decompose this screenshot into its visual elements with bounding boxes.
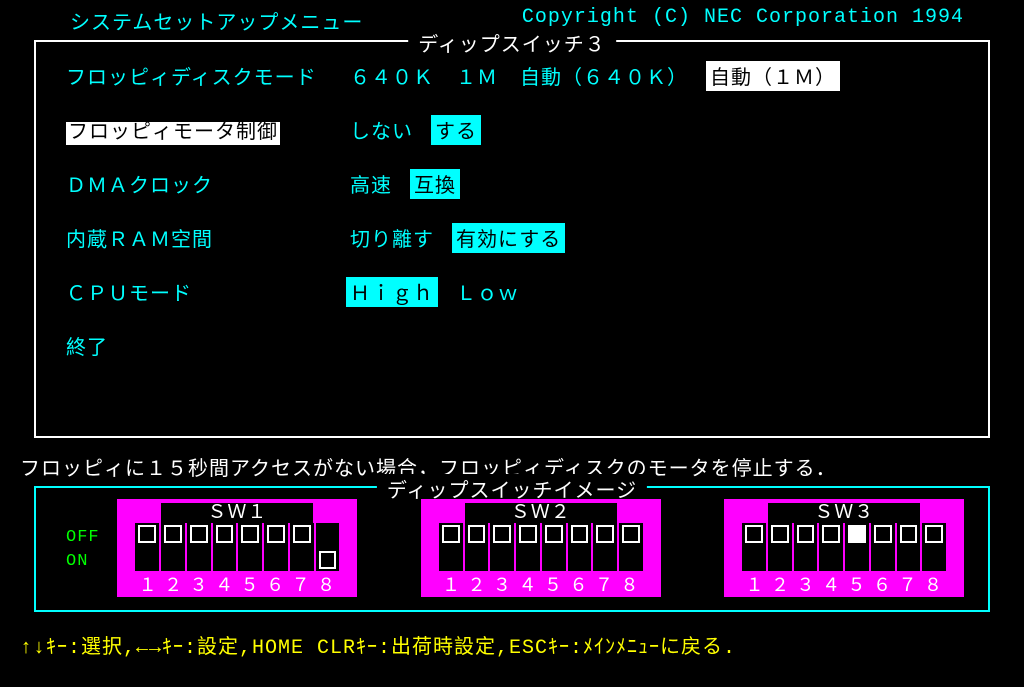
on-label: ON xyxy=(66,550,100,574)
switch xyxy=(161,523,187,571)
option[interactable]: 自動（６４０Ｋ） xyxy=(516,61,692,91)
switch xyxy=(593,523,619,571)
switch-number: ３ xyxy=(793,571,819,597)
switch xyxy=(238,523,264,571)
switch xyxy=(819,523,845,571)
setting-label[interactable]: フロッピィモータ制御 xyxy=(66,122,280,145)
setting-options: 切り離す有効にする xyxy=(346,223,579,253)
switch-number: ２ xyxy=(768,571,794,597)
switch xyxy=(922,523,946,571)
panel-title: ディップスイッチ３ xyxy=(408,28,616,58)
switch-number: １ xyxy=(439,571,465,597)
switch-number: ６ xyxy=(566,571,592,597)
option[interactable]: Ｈｉｇｈ xyxy=(346,277,438,307)
setting-row[interactable]: ＤＭＡクロック 高速互換 xyxy=(66,170,958,198)
switch-number: ７ xyxy=(592,571,618,597)
setting-options: しないする xyxy=(346,115,495,145)
dip-block-name: ＳＷ２ xyxy=(465,503,617,523)
option[interactable]: Ｌｏｗ xyxy=(452,277,523,307)
setting-label[interactable]: 終了 xyxy=(66,338,108,361)
switch-number: ８ xyxy=(617,571,643,597)
dipswitch-panel: ディップスイッチ３ フロッピィディスクモード６４０Ｋ１Ｍ自動（６４０Ｋ）自動（１… xyxy=(34,40,990,438)
dip-block-name: ＳＷ３ xyxy=(768,503,920,523)
switch-slots xyxy=(439,523,643,571)
switch-number: １ xyxy=(742,571,768,597)
option[interactable]: する xyxy=(431,115,481,145)
setting-label[interactable]: ＣＰＵモード xyxy=(66,284,192,307)
switch xyxy=(465,523,491,571)
setting-label[interactable]: ＤＭＡクロック xyxy=(66,176,213,199)
option[interactable]: 互換 xyxy=(410,169,460,199)
switch xyxy=(742,523,768,571)
switch xyxy=(213,523,239,571)
switch-number: ２ xyxy=(161,571,187,597)
switch-number: ５ xyxy=(541,571,567,597)
switch-number: ５ xyxy=(844,571,870,597)
switch-number: ３ xyxy=(186,571,212,597)
switch-number: ８ xyxy=(921,571,947,597)
switch-numbers: １２３４５６７８ xyxy=(439,571,643,597)
switch-slots xyxy=(742,523,946,571)
switch-number: １ xyxy=(135,571,161,597)
switch xyxy=(516,523,542,571)
switch xyxy=(264,523,290,571)
option[interactable]: 有効にする xyxy=(452,223,565,253)
setting-row[interactable]: フロッピィディスクモード ６４０Ｋ １Ｍ 自動（６４０Ｋ） 自動（１Ｍ） xyxy=(66,62,958,90)
off-on-labels: OFF ON xyxy=(66,526,100,574)
switch xyxy=(871,523,897,571)
switch-number: ５ xyxy=(237,571,263,597)
switch-slots xyxy=(135,523,339,571)
option[interactable]: 高速 xyxy=(346,169,396,199)
switch xyxy=(568,523,594,571)
switch-numbers: １２３４５６７８ xyxy=(135,571,339,597)
switch-number: ８ xyxy=(314,571,340,597)
setting-options: ６４０Ｋ １Ｍ 自動（６４０Ｋ） 自動（１Ｍ） xyxy=(346,61,854,91)
switch xyxy=(439,523,465,571)
switch xyxy=(135,523,161,571)
option[interactable]: 自動（１Ｍ） xyxy=(706,61,840,91)
option[interactable]: 切り離す xyxy=(346,223,438,253)
dip-switch-block: ＳＷ１ １２３４５６７８ xyxy=(117,499,357,597)
switch xyxy=(619,523,643,571)
switch xyxy=(794,523,820,571)
option[interactable]: １Ｍ xyxy=(452,61,502,91)
switch-number: ４ xyxy=(515,571,541,597)
switch-number: ６ xyxy=(870,571,896,597)
setting-row[interactable]: ＣＰＵモード Ｈｉｇｈ Ｌｏｗ xyxy=(66,278,958,306)
setting-row[interactable]: 内蔵ＲＡＭ空間 切り離す有効にする xyxy=(66,224,958,252)
switch xyxy=(490,523,516,571)
switch xyxy=(897,523,923,571)
switch-numbers: １２３４５６７８ xyxy=(742,571,946,597)
setting-row[interactable]: フロッピィモータ制御 しないする xyxy=(66,116,958,144)
switch xyxy=(187,523,213,571)
switch-number: ４ xyxy=(819,571,845,597)
option[interactable]: ６４０Ｋ xyxy=(346,61,438,91)
setting-options: Ｈｉｇｈ Ｌｏｗ xyxy=(346,277,537,307)
menu-title: システムセットアップメニュー xyxy=(70,6,363,36)
dip-switch-block: ＳＷ３ １２３４５６７８ xyxy=(724,499,964,597)
option[interactable]: しない xyxy=(346,115,417,145)
switch xyxy=(290,523,316,571)
setting-row[interactable]: 終了 xyxy=(66,332,958,360)
switch-number: ４ xyxy=(212,571,238,597)
setting-label[interactable]: 内蔵ＲＡＭ空間 xyxy=(66,230,213,253)
setting-options: 高速互換 xyxy=(346,169,474,199)
switch xyxy=(768,523,794,571)
switch-number: ３ xyxy=(490,571,516,597)
switch-number: ７ xyxy=(895,571,921,597)
switch-number: ２ xyxy=(464,571,490,597)
switch xyxy=(542,523,568,571)
switch xyxy=(316,523,340,571)
dip-block-name: ＳＷ１ xyxy=(161,503,313,523)
setting-label[interactable]: フロッピィディスクモード xyxy=(66,68,317,91)
switch-number: ６ xyxy=(263,571,289,597)
off-label: OFF xyxy=(66,526,100,550)
switch-number: ７ xyxy=(288,571,314,597)
dipswitch-image-panel: ディップスイッチイメージ OFF ON ＳＷ１１２３４５６７８ＳＷ２１２３４５６… xyxy=(34,486,990,612)
footer-help: ↑↓ｷｰ:選択,←→ｷｰ:設定,HOME CLRｷｰ:出荷時設定,ESCｷｰ:ﾒ… xyxy=(20,630,1004,660)
switch xyxy=(845,523,871,571)
dip-switch-block: ＳＷ２ １２３４５６７８ xyxy=(421,499,661,597)
